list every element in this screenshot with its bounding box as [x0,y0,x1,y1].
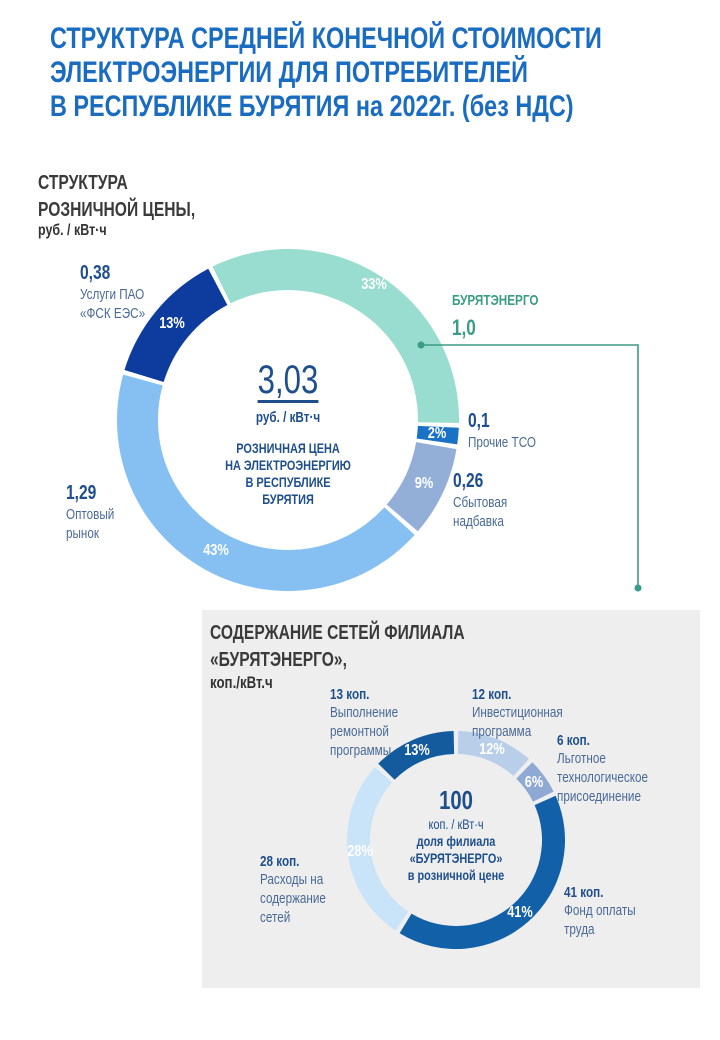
label-payroll: 41 коп. Фонд оплаты труда [564,884,636,939]
slice-name: сетей [260,909,291,926]
title-line: «БУРЯТЭНЕРГО», [210,649,347,671]
slice-percent-label: 13% [404,741,431,759]
slice-name: БУРЯТЭНЕРГО [452,292,539,309]
donut-slice [516,762,554,802]
slice-name: Оптовый [66,506,115,523]
network-maintenance-panel [202,610,700,988]
page-title: СТРУКТУРА СРЕДНЕЙ КОНЕЧНОЙ СТОИМОСТИ ЭЛЕ… [50,22,602,124]
caption-line: доля филиала [416,833,496,849]
title-line: СОДЕРЖАНИЕ СЕТЕЙ ФИЛИАЛА [210,622,465,644]
slice-name: надбавка [453,513,504,530]
donut-slice [399,795,566,949]
slice-value: 0,26 [453,470,484,492]
slice-name: Услуги ПАО [80,286,145,303]
label-wholesale: 1,29 Оптовый рынок [66,482,114,543]
slice-name: Льготное [557,750,606,767]
caption-line: В РЕСПУБЛИКЕ [245,474,331,490]
retail-structure-title: СТРУКТУРА РОЗНИЧНОЙ ЦЕНЫ, [38,170,195,224]
network-total-unit: коп. / кВт·ч [428,816,484,832]
slice-value: 1,29 [66,482,97,504]
connector-dot [634,584,642,592]
slice-value: 28 коп. [260,853,300,870]
network-title: СОДЕРЖАНИЕ СЕТЕЙ ФИЛИАЛА «БУРЯТЭНЕРГО», [210,620,465,674]
slice-name: Прочие ТСО [468,434,537,451]
label-connection: 6 коп. Льготное технологическое присоеди… [557,732,648,806]
caption-line: «БУРЯТЭНЕРГО» [409,850,503,866]
slice-name: рынок [66,525,100,542]
label-fsk: 0,38 Услуги ПАО «ФСК ЕЭС» [80,262,145,323]
title-line-2: ЭЛЕКТРОЭНЕРГИИ ДЛЯ ПОТРЕБИТЕЛЕЙ [50,56,528,89]
retail-unit: руб. / кВт·ч [38,222,107,239]
donut-slice [212,248,459,423]
label-buryatenergo: БУРЯТЭНЕРГО 1,0 [452,292,538,341]
retail-center-caption: РОЗНИЧНАЯ ЦЕНА НА ЭЛЕКТРОЭНЕРГИЮ В РЕСПУ… [210,440,366,508]
slice-value: 41 коп. [564,884,604,901]
slice-name: содержание [260,890,326,907]
donut-slice [386,442,457,532]
slice-name: присоединение [557,788,641,805]
slice-name: технологическое [557,769,649,786]
slice-value: 12 коп. [472,686,512,703]
caption-line: НА ЭЛЕКТРОЭНЕРГИЮ [225,457,351,473]
title-line: СТРУКТУРА [38,172,128,194]
slice-percent-label: 28% [346,843,373,861]
network-center: 100 коп. / кВт·ч доля филиала «БУРЯТЭНЕР… [394,785,519,884]
slice-value: 0,1 [468,410,490,432]
slice-percent-label: 12% [478,740,505,758]
caption-line: БУРЯТИЯ [262,491,314,507]
slice-percent-label: 6% [525,773,544,791]
label-repair: 13 коп. Выполнение ремонтной программы [330,686,398,760]
label-investment: 12 коп. Инвестиционная программа [472,686,563,741]
slice-value: 13 коп. [330,686,370,703]
slice-name: Фонд оплаты [564,902,636,919]
slice-name: ремонтной [330,723,389,740]
label-maintenance: 28 коп. Расходы на содержание сетей [260,853,326,927]
donut-slice [457,731,529,777]
slice-percent-label: 13% [159,315,186,333]
network-total-value: 100 [439,785,473,815]
slice-value: 0,38 [80,262,111,284]
slice-percent-label: 33% [360,275,387,293]
donut-slice [378,731,455,780]
retail-center: 3,03 руб. / кВт·ч РОЗНИЧНАЯ ЦЕНА НА ЭЛЕК… [210,360,366,508]
slice-name: Инвестиционная [472,704,563,721]
label-other-tso: 0,1 Прочие ТСО [468,410,536,452]
slice-percent-label: 9% [414,474,433,492]
title-line-3: В РЕСПУБЛИКЕ БУРЯТИЯ на 2022г. (без НДС) [50,90,574,123]
slice-name: программа [472,723,532,740]
donut-slice [416,425,459,445]
slice-name: труда [564,921,595,938]
slice-name: программы [330,742,392,759]
title-line: РОЗНИЧНОЙ ЦЕНЫ, [38,199,196,221]
slice-value: 6 коп. [557,732,590,749]
caption-line: в розничной цене [407,867,505,883]
connector-dot [417,341,425,349]
retail-total-value: 3,03 [257,358,319,403]
slice-name: «ФСК ЕЭС» [80,305,146,322]
donut-slice [117,374,415,591]
slice-name: Расходы на [260,871,324,888]
label-sales-markup: 0,26 Сбытовая надбавка [453,470,507,531]
slice-name: Сбытовая [453,494,508,511]
title-line-1: СТРУКТУРА СРЕДНЕЙ КОНЕЧНОЙ СТОИМОСТИ [50,22,602,55]
connector-line [421,344,639,588]
slice-percent-label: 2% [428,425,447,443]
slice-percent-label: 43% [202,542,229,560]
slice-value: 1,0 [452,315,476,340]
slice-name: Выполнение [330,704,399,721]
slice-percent-label: 41% [507,903,533,921]
donut-slice [124,268,228,382]
caption-line: РОЗНИЧНАЯ ЦЕНА [236,440,340,456]
retail-total-unit: руб. / кВт·ч [255,409,321,426]
donut-slice [347,767,409,931]
network-unit: коп./кВт.ч [210,673,273,692]
